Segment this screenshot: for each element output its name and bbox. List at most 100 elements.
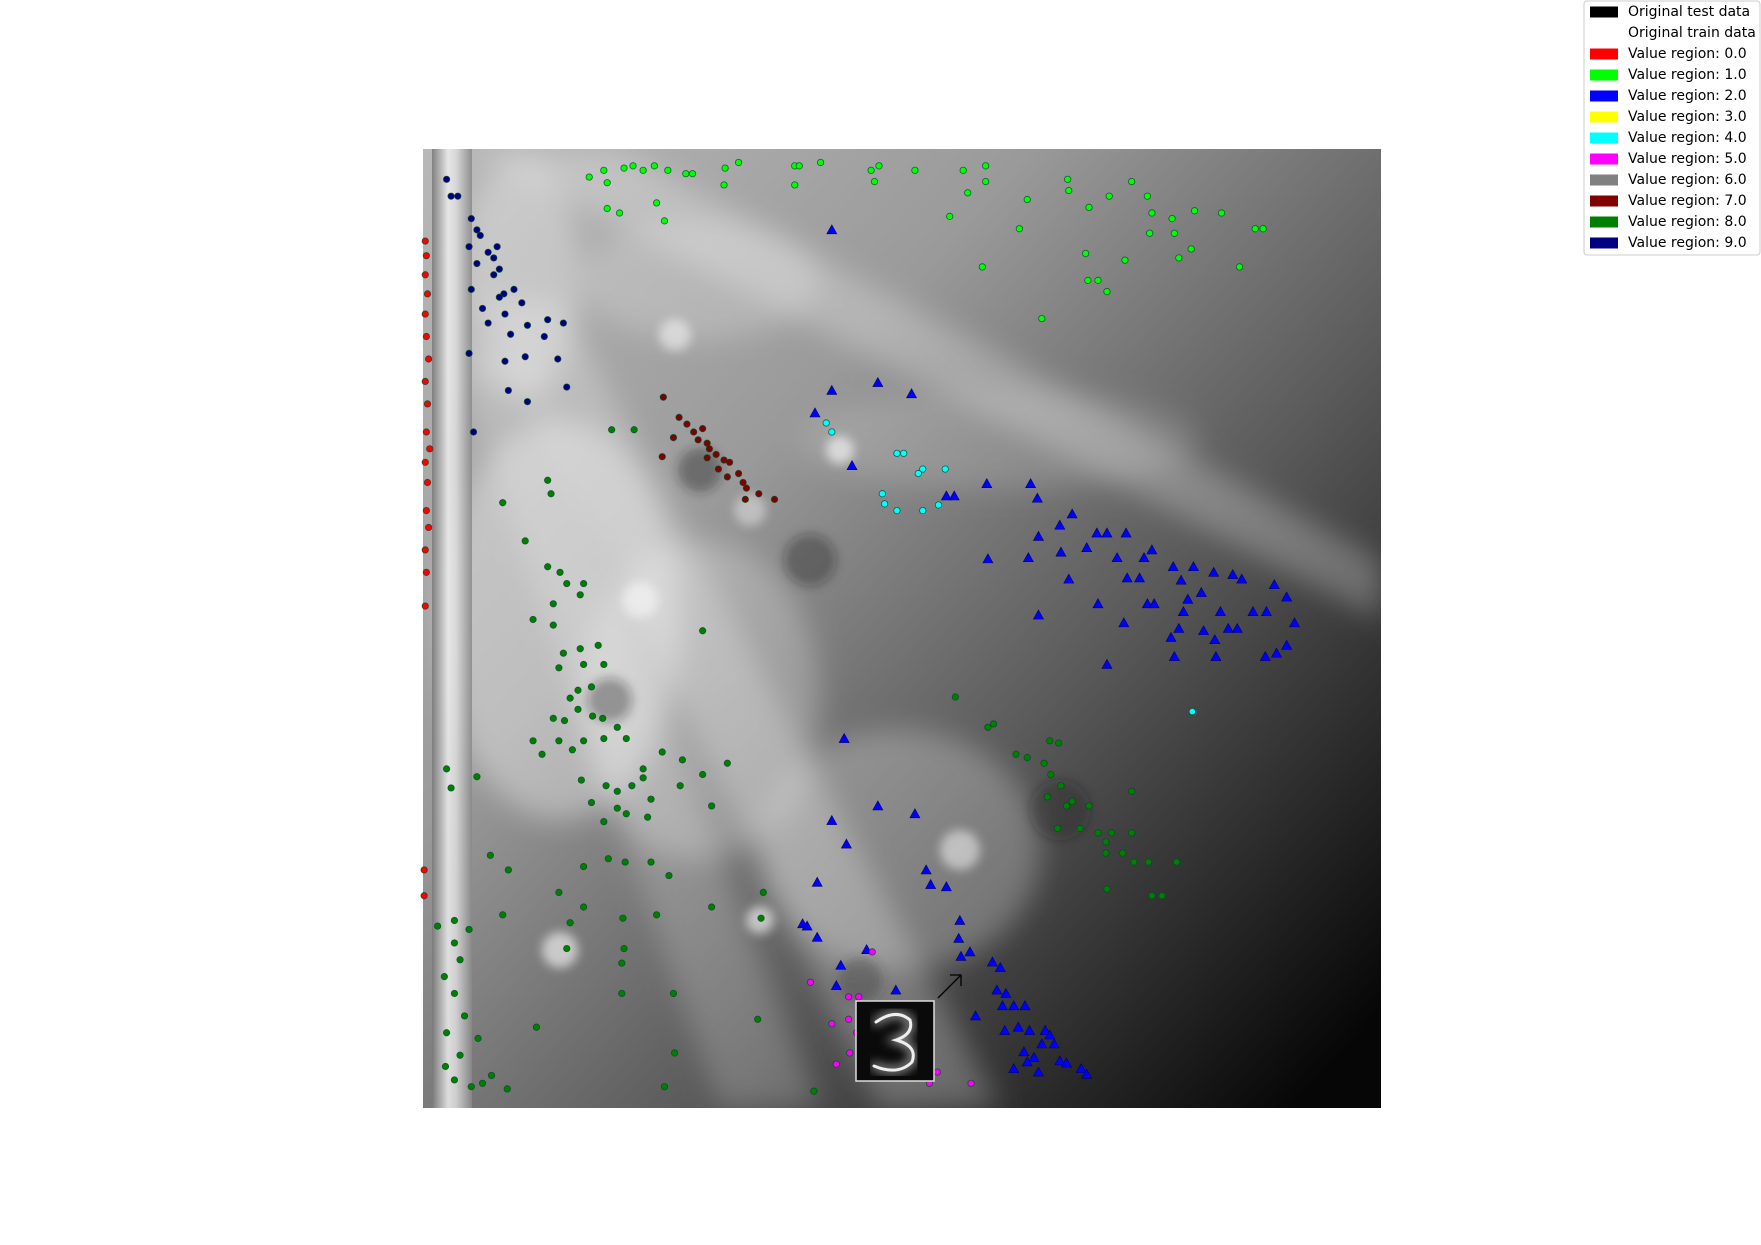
point [619,914,627,922]
point [422,428,430,436]
point [755,490,763,498]
point [622,810,630,818]
point [1025,478,1037,488]
point [1259,225,1267,233]
point [621,858,629,866]
point [1141,598,1153,609]
inset-arrow [937,974,962,999]
point [580,862,588,871]
point [563,383,571,391]
point [1103,288,1111,296]
point [1092,598,1104,609]
point [828,1020,836,1028]
point [741,495,749,503]
point [566,694,574,702]
point [549,714,557,722]
point [1022,552,1034,563]
point [795,162,803,170]
point [478,1079,487,1087]
point [946,212,954,220]
point [456,956,464,964]
point [421,310,429,318]
point [653,911,661,919]
point [1118,617,1130,628]
point [560,716,569,725]
point [450,916,459,925]
point [1055,546,1067,557]
point [997,1000,1009,1011]
point [1023,754,1031,762]
point [447,784,455,792]
point [1019,1000,1031,1011]
point [1175,574,1187,585]
point [664,166,672,174]
point [465,243,473,251]
point [442,1029,451,1037]
point [1187,561,1199,572]
point [650,162,658,170]
point [486,851,494,859]
point [1012,750,1020,758]
point [1119,849,1127,857]
point [712,450,720,459]
point [644,813,652,821]
point [1208,566,1220,577]
point [501,357,509,365]
point [1101,527,1113,538]
point [549,600,557,608]
point [1105,192,1113,200]
heatmap-spots [542,319,1090,1002]
point [1054,1055,1066,1066]
point [580,660,588,669]
point [1043,793,1052,801]
point [1084,276,1092,284]
point [600,166,608,174]
point [909,808,921,819]
point [1182,593,1194,604]
point [1148,598,1160,609]
point [994,962,1006,972]
point [580,579,588,588]
point [1102,849,1110,857]
point [1044,1029,1056,1040]
point [914,469,922,478]
point [1173,622,1185,633]
point [1188,707,1196,716]
point [1120,527,1132,538]
point [845,1015,853,1023]
point [660,217,669,225]
point [872,800,884,811]
point [473,259,481,268]
point [919,465,927,473]
point [1055,739,1063,747]
point [523,321,532,329]
point [919,506,927,515]
point [1260,606,1272,616]
point [982,553,994,564]
point [675,413,683,421]
point [708,903,716,911]
point [1168,650,1180,661]
point [1000,987,1012,998]
point [554,355,562,363]
point [1281,639,1293,650]
heatmap-glow [440,150,1381,1108]
point [422,568,430,576]
point [880,500,889,508]
point [1032,609,1044,620]
point [1209,634,1221,645]
inset-image [855,974,962,1082]
point [1214,606,1226,616]
point [639,166,647,174]
point [703,454,711,462]
point [948,490,960,501]
point [1259,650,1271,661]
point [1289,617,1301,628]
point [734,469,743,478]
point [622,734,630,743]
point [447,192,455,200]
point [529,615,537,624]
point [1062,802,1071,810]
point [1081,1068,1093,1079]
point [1235,263,1244,271]
